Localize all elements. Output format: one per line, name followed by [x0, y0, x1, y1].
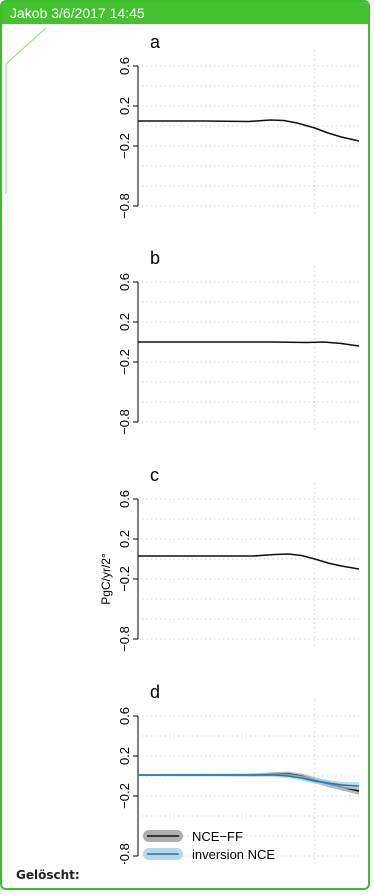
- y-tick-label: −0.2: [117, 133, 132, 159]
- comment-anchor-line: [5, 27, 47, 194]
- y-tick-label: −0.8: [117, 626, 132, 652]
- y-tick-label: 0.2: [117, 530, 132, 548]
- y-tick-label: 0.6: [117, 490, 132, 508]
- chart-panel-b: b 0.6 0.2 −0.2 −0.8: [117, 248, 360, 435]
- panel-label: b: [150, 248, 160, 268]
- y-tick-label: −0.8: [117, 843, 132, 864]
- y-tick-label: 0.6: [117, 273, 132, 291]
- chart-panel-a: a 0.6 0.2 −0.2 −0.8: [117, 32, 360, 219]
- y-tick-label: −0.2: [117, 783, 132, 809]
- y-tick-label: 0.6: [117, 57, 132, 75]
- series-line: [138, 341, 360, 347]
- y-tick-label: −0.2: [117, 349, 132, 375]
- panel-label: c: [150, 465, 159, 485]
- y-tick-label: 0.2: [117, 97, 132, 115]
- figure-panels: a 0.6 0.2 −0.2 −0.8 b 0.6 0.2 −0.2 −0.8 c 0.6 0.2 −0.…: [99, 32, 360, 864]
- series-band: [138, 773, 359, 790]
- comment-header[interactable]: Jakob 3/6/2017 14:45: [2, 2, 368, 24]
- y-tick-label: 0.6: [117, 707, 132, 725]
- panel-label: a: [150, 32, 161, 52]
- legend-label: NCE−FF: [192, 829, 243, 844]
- legend: NCE−FF inversion NCE: [143, 829, 275, 862]
- series-line: [138, 553, 360, 570]
- y-tick-label: −0.2: [117, 566, 132, 592]
- deleted-label: Gelöscht:: [16, 868, 80, 882]
- y-axis-label: PgC/yr/2°: [99, 553, 113, 605]
- y-tick-label: −0.8: [117, 409, 132, 435]
- series-line: [138, 119, 360, 142]
- y-tick-label: −0.8: [117, 193, 132, 219]
- y-tick-label: 0.2: [117, 313, 132, 331]
- legend-label: inversion NCE: [192, 847, 275, 862]
- chart-panel-c: c 0.6 0.2 −0.2 −0.8 PgC/yr/2°: [99, 465, 360, 652]
- series-line: [138, 774, 360, 787]
- panel-label: d: [150, 682, 160, 702]
- y-tick-label: 0.2: [117, 747, 132, 765]
